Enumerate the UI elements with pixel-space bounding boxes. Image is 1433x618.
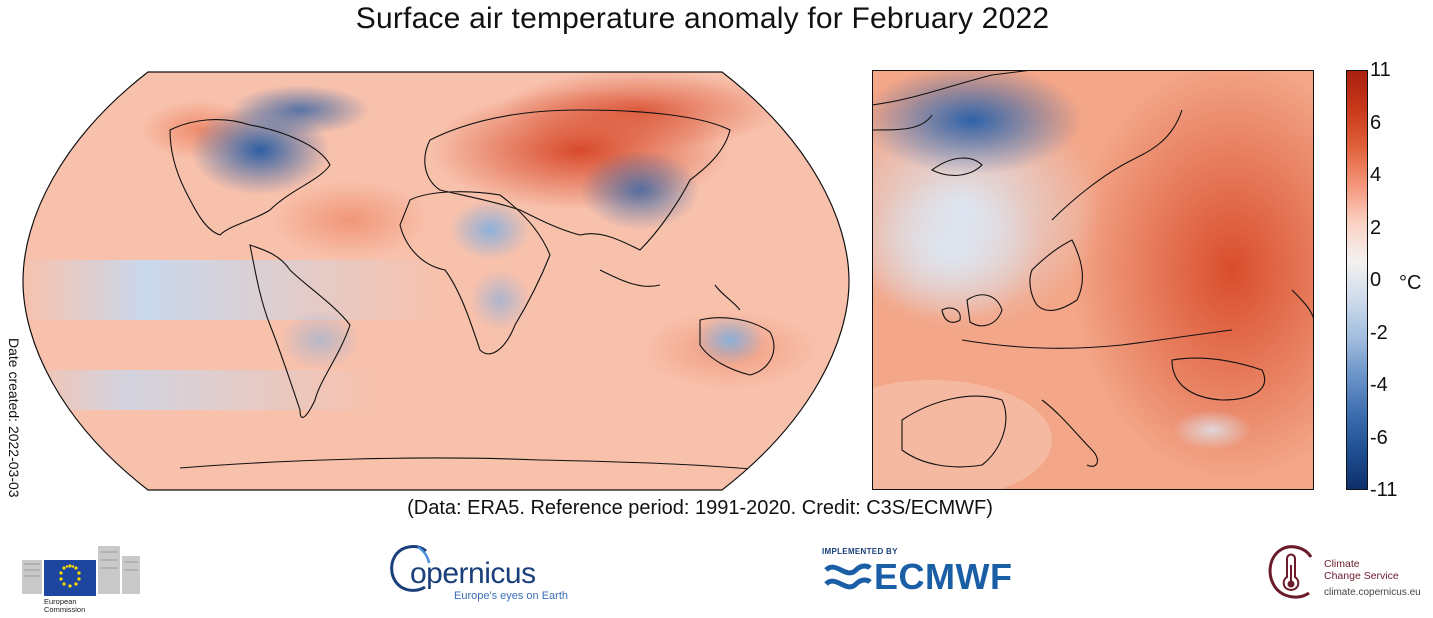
ecmwf-wordmark: ECMWF xyxy=(874,556,1013,597)
credit-line: (Data: ERA5. Reference period: 1991-2020… xyxy=(407,497,993,519)
ccs-name-line1: Climate xyxy=(1324,558,1360,570)
europe-anomaly-map xyxy=(872,70,1314,490)
ccs-url: climate.copernicus.eu xyxy=(1324,587,1421,598)
colorbar xyxy=(1346,70,1368,490)
ccs-logo: Climate Change Service climate.copernicu… xyxy=(1265,541,1425,605)
colorbar-tick-label: -2 xyxy=(1370,321,1388,344)
eu-caption-line1: European xyxy=(44,597,77,606)
eu-caption: European Commission xyxy=(44,598,85,614)
copernicus-tagline: Europe's eyes on Earth xyxy=(454,590,569,602)
thermometer-icon xyxy=(1268,545,1313,599)
ccs-name-line2: Change Service xyxy=(1324,570,1399,582)
colorbar-tick-label: -4 xyxy=(1370,374,1388,396)
chart-title: Surface air temperature anomaly for Febr… xyxy=(355,2,1050,35)
copernicus-logo: opernicus Europe's eyes on Earth xyxy=(388,543,568,603)
colorbar-tick-label: 0 xyxy=(1370,269,1382,291)
copernicus-c-icon xyxy=(390,545,431,592)
colorbar-tick-label: -11 xyxy=(1370,479,1398,501)
colorbar-tick-label: 6 xyxy=(1370,111,1382,134)
ecmwf-logo: IMPLEMENTED BY ECMWF xyxy=(820,546,1035,602)
colorbar-tick-label: -6 xyxy=(1370,426,1388,449)
colorbar-tick-label: 2 xyxy=(1370,216,1382,239)
ecmwf-waves-icon xyxy=(824,563,872,590)
ccs-name: Climate Change Service xyxy=(1324,558,1399,582)
world-anomaly-map xyxy=(22,71,850,491)
colorbar-unit: °C xyxy=(1399,272,1422,294)
eu-caption-line2: Commission xyxy=(44,605,86,614)
eu-building-icon xyxy=(22,546,140,596)
european-commission-logo: European Commission xyxy=(18,540,143,616)
ecmwf-implemented-by: IMPLEMENTED BY xyxy=(822,547,898,556)
colorbar-tick-label: 4 xyxy=(1370,164,1382,186)
eu-stars xyxy=(59,564,81,588)
colorbar-tick-label: 11 xyxy=(1370,59,1391,81)
copernicus-wordmark: opernicus xyxy=(410,557,536,590)
